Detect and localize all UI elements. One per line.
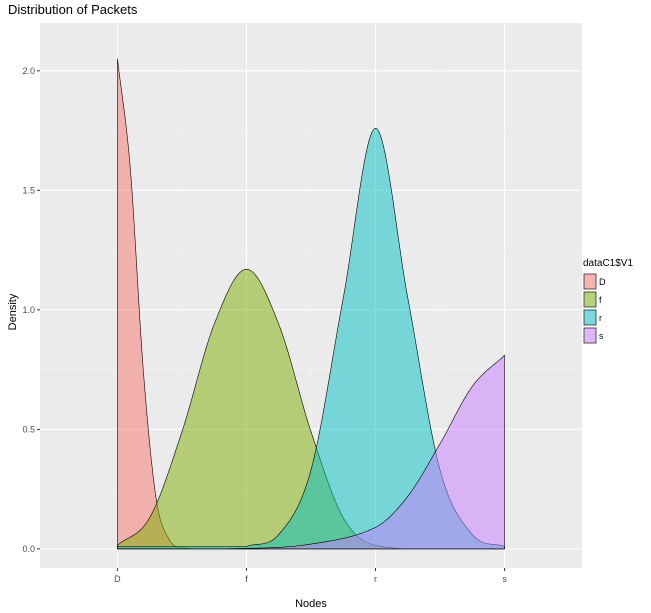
density-areas (117, 58, 505, 550)
x-axis-title: Nodes (295, 598, 327, 610)
y-tick-label: 0.0 (22, 544, 35, 554)
x-tick-label: r (374, 574, 377, 584)
legend-key-r (583, 309, 597, 326)
legend-key-D (583, 273, 597, 290)
x-tick-label: D (114, 574, 121, 584)
legend-key-f (583, 291, 597, 308)
legend-label-D: D (599, 277, 606, 287)
legend-key-s (583, 327, 597, 344)
chart-title: Distribution of Packets (8, 2, 138, 17)
density-area-s (117, 354, 505, 550)
y-tick-label: 1.0 (22, 305, 35, 315)
y-axis: 0.0 0.5 1.0 1.5 2.0 (22, 66, 40, 554)
y-tick-label: 0.5 (22, 424, 35, 434)
y-tick-label: 1.5 (22, 185, 35, 195)
legend-label-r: r (599, 313, 602, 323)
y-axis-title: Density (7, 293, 19, 330)
legend-label-s: s (599, 331, 604, 341)
x-tick-label: s (502, 574, 507, 584)
legend-title: dataC1$V1 (583, 258, 633, 269)
legend-label-f: f (599, 295, 602, 305)
y-tick-label: 2.0 (22, 66, 35, 76)
x-tick-label: f (245, 574, 248, 584)
